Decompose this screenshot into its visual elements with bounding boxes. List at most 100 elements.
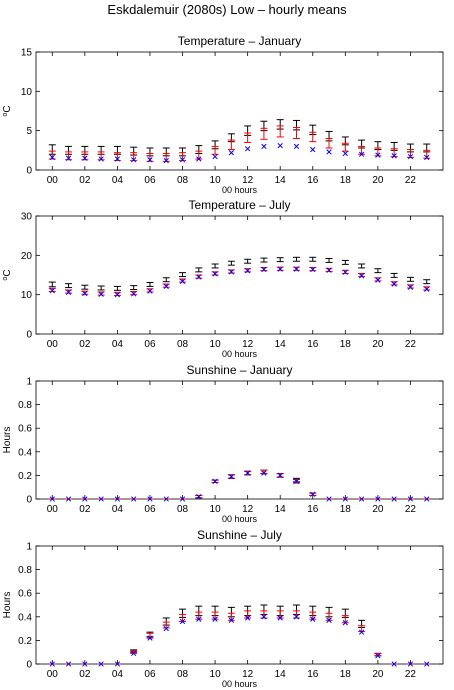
observed-point-stroke-b xyxy=(49,154,55,161)
observed-point xyxy=(342,150,348,157)
observed-point-stroke-b xyxy=(228,150,235,156)
observed-point-stroke-b xyxy=(293,614,300,620)
observed-point-stroke-b xyxy=(82,290,88,297)
y-tick-label: 20 xyxy=(21,251,33,262)
observed-point xyxy=(424,154,430,161)
central-errorbar xyxy=(309,131,317,143)
x-tick-label: 16 xyxy=(307,175,319,186)
upper-errorbar xyxy=(358,263,366,269)
observed-point-stroke-b xyxy=(277,615,283,621)
observed-point xyxy=(179,618,186,625)
observed-point xyxy=(228,473,235,480)
observed-point xyxy=(277,266,283,272)
observed-point xyxy=(244,615,251,621)
chart-panel-2: Temperature – July 0 10 20 30 00 02 04 06 08 10 12 1… xyxy=(2,198,444,359)
chart-panel-4: Sunshine – July 0 0.2 0.4 0.6 0.8 1 00 02 04 06 08 1… xyxy=(2,528,444,689)
observed-point-stroke-b xyxy=(228,617,235,623)
x-tick-label: 20 xyxy=(372,175,384,186)
y-tick-label: 0.6 xyxy=(18,424,32,435)
observed-point-stroke-b xyxy=(391,153,397,159)
observed-point-stroke-b xyxy=(65,496,72,502)
observed-point xyxy=(358,151,365,157)
observed-point xyxy=(212,153,218,160)
y-axis-label: Hours xyxy=(2,592,13,619)
observed-point xyxy=(98,661,104,667)
upper-errorbar xyxy=(309,256,317,262)
observed-point-stroke-b xyxy=(342,269,348,275)
observed-point xyxy=(228,150,235,156)
observed-point-stroke-b xyxy=(391,281,397,287)
upper-errorbar xyxy=(374,268,382,274)
observed-point-stroke-b xyxy=(179,157,186,163)
observed-point xyxy=(407,153,414,160)
observed-point-stroke-b xyxy=(310,491,316,497)
observed-point-stroke-b xyxy=(261,470,267,476)
observed-point-stroke-b xyxy=(131,650,137,657)
observed-point-stroke-b xyxy=(375,152,381,158)
central-errorbar xyxy=(292,127,300,140)
observed-point xyxy=(82,661,88,667)
observed-point xyxy=(212,478,218,484)
observed-point xyxy=(326,617,332,623)
observed-point xyxy=(131,291,137,297)
observed-point xyxy=(375,496,381,502)
y-tick-label: 0.4 xyxy=(18,447,32,458)
observed-point xyxy=(358,273,365,279)
x-tick-label: 14 xyxy=(275,669,287,680)
upper-errorbar xyxy=(130,285,138,291)
x-tick-label: 22 xyxy=(405,504,417,515)
observed-point xyxy=(407,496,414,502)
observed-point xyxy=(179,278,186,284)
upper-errorbar xyxy=(195,267,203,273)
observed-point xyxy=(277,615,283,621)
observed-point-stroke-b xyxy=(391,661,397,667)
central-errorbar xyxy=(211,145,219,155)
observed-point-stroke-b xyxy=(261,266,267,273)
x-tick-label: 16 xyxy=(307,669,319,680)
observed-point xyxy=(407,661,414,667)
observed-point xyxy=(49,496,55,502)
observed-point xyxy=(163,625,169,632)
observed-point-stroke-b xyxy=(228,473,235,480)
observed-point xyxy=(82,496,88,502)
observed-point xyxy=(277,472,283,479)
upper-errorbar xyxy=(325,257,333,263)
x-axis-label: 00 hours xyxy=(222,349,258,359)
observed-point-stroke-b xyxy=(244,470,251,476)
observed-point-stroke-b xyxy=(407,153,414,160)
observed-point-stroke-b xyxy=(358,496,365,502)
observed-point xyxy=(375,277,381,283)
upper-errorbar xyxy=(406,276,414,282)
observed-point-stroke-b xyxy=(424,286,430,292)
x-tick-label: 00 xyxy=(47,339,59,350)
observed-point-stroke-b xyxy=(277,472,283,479)
observed-point xyxy=(65,155,72,161)
observed-point xyxy=(131,496,137,502)
observed-point xyxy=(114,292,121,298)
observed-point xyxy=(212,616,218,622)
observed-point xyxy=(424,661,430,667)
x-tick-label: 16 xyxy=(307,504,319,515)
x-tick-label: 04 xyxy=(112,175,124,186)
x-tick-label: 14 xyxy=(275,504,287,515)
observed-point-stroke-b xyxy=(310,146,316,153)
x-axis-label: 00 hours xyxy=(222,185,258,195)
observed-point-stroke-b xyxy=(261,614,267,620)
observed-point-stroke-b xyxy=(98,291,104,297)
x-tick-label: 18 xyxy=(340,504,352,515)
observed-point xyxy=(342,620,348,626)
x-tick-label: 00 xyxy=(47,669,59,680)
observed-point-stroke-b xyxy=(98,496,104,502)
y-tick-label: 15 xyxy=(21,48,33,59)
upper-errorbar xyxy=(244,258,252,264)
observed-point xyxy=(261,266,267,273)
x-tick-label: 22 xyxy=(405,669,417,680)
figure-title: Eskdalemuir (2080s) Low – hourly means xyxy=(107,2,347,17)
observed-point-stroke-b xyxy=(49,288,55,294)
x-tick-label: 08 xyxy=(177,339,189,350)
y-tick-label: 5 xyxy=(26,126,32,137)
x-tick-label: 20 xyxy=(372,669,384,680)
central-errorbar xyxy=(195,150,203,160)
observed-point-stroke-b xyxy=(244,615,251,621)
